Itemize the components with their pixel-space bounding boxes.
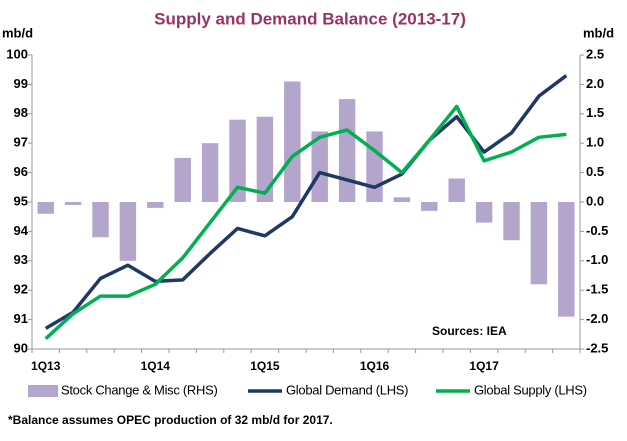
y2-tick-label: -1.5: [586, 282, 608, 297]
y-tick-label: 97: [14, 135, 28, 150]
bar: [229, 119, 246, 202]
y2-tick-label: -0.5: [586, 223, 608, 238]
line: [44, 74, 568, 330]
bar: [366, 131, 383, 202]
annotation: Sources: IEA: [432, 324, 507, 338]
bar: [92, 202, 109, 238]
y2-tick-label: 0.0: [586, 193, 604, 208]
bar: [393, 197, 411, 202]
legend-label: Global Demand (LHS): [286, 382, 408, 397]
y2-tick-label: -2.0: [586, 311, 608, 326]
y-tick-label: 99: [14, 76, 28, 91]
bar: [256, 116, 274, 202]
legend-label: Stock Change & Misc (RHS): [61, 382, 218, 397]
y2-tick-label: 0.5: [586, 164, 604, 179]
bar: [284, 81, 301, 202]
x-tick-label: 1Q17: [469, 359, 499, 373]
y-tick-label: 92: [14, 282, 28, 297]
y-tick-label: 94: [14, 223, 29, 238]
y-tick-label: 100: [6, 46, 28, 61]
y2-tick-label: 1.5: [586, 105, 604, 120]
y-tick-label: 95: [14, 193, 28, 208]
x-tick-label: 1Q16: [360, 359, 390, 373]
bar: [147, 202, 164, 208]
x-tick-label: 1Q13: [31, 359, 61, 373]
y-tick-label: 91: [14, 311, 28, 326]
y-tick-label: 98: [14, 105, 28, 120]
y-tick-label: 90: [14, 340, 28, 355]
bar: [421, 202, 438, 211]
bar: [530, 202, 548, 285]
y-axis-label: mb/d: [2, 25, 33, 40]
bar: [119, 202, 137, 261]
y2-tick-label: 2.0: [586, 76, 604, 91]
x-tick-label: 1Q15: [250, 359, 280, 373]
footnote: *Balance assumes OPEC production of 32 m…: [8, 413, 333, 427]
y2-tick-label: 2.5: [586, 46, 604, 61]
y2-tick-label: 1.0: [586, 135, 604, 150]
y-tick-label: 93: [14, 252, 28, 267]
bar: [64, 202, 82, 205]
bar: [558, 202, 575, 317]
bar: [201, 143, 219, 202]
legend-swatch: [28, 385, 58, 397]
bar: [475, 202, 493, 223]
y2-tick-label: -1.0: [586, 252, 608, 267]
chart-title: Supply and Demand Balance (2013-17): [154, 9, 466, 28]
bar: [311, 131, 328, 202]
bar: [338, 99, 356, 202]
bar: [37, 202, 54, 214]
bar: [448, 178, 465, 202]
legend-label: Global Supply (LHS): [474, 382, 587, 397]
y-tick-label: 96: [14, 164, 28, 179]
x-tick-label: 1Q14: [141, 359, 171, 373]
y2-tick-label: -2.5: [586, 340, 608, 355]
bar: [503, 202, 520, 241]
y2-axis-label: mb/d: [583, 25, 614, 40]
bar: [174, 157, 191, 202]
line: [44, 104, 567, 341]
